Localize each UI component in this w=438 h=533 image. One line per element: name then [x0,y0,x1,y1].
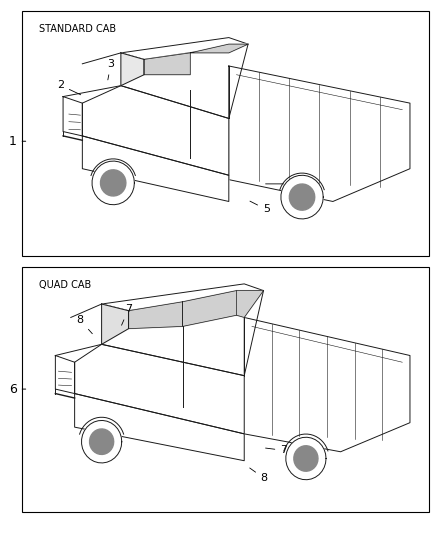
Polygon shape [102,304,129,344]
Bar [22,266,429,512]
Bar [22,11,429,256]
Polygon shape [281,175,323,219]
Text: 6: 6 [9,383,26,395]
Text: 1: 1 [9,135,26,148]
Polygon shape [82,136,229,201]
Polygon shape [121,37,248,59]
Polygon shape [81,421,122,463]
Text: 2: 2 [57,80,81,95]
Polygon shape [294,446,318,471]
Polygon shape [121,53,144,86]
Polygon shape [286,437,326,480]
Polygon shape [237,290,264,318]
Text: 4: 4 [265,179,296,189]
Polygon shape [129,302,183,329]
Text: 5: 5 [250,201,270,214]
Polygon shape [290,184,315,210]
Text: 8: 8 [77,315,92,334]
Polygon shape [101,170,126,196]
Polygon shape [144,53,190,75]
Polygon shape [92,161,134,205]
Text: 3: 3 [107,59,114,80]
Polygon shape [90,429,114,455]
Polygon shape [63,96,82,136]
Text: STANDARD CAB: STANDARD CAB [39,24,117,34]
Polygon shape [55,304,129,356]
Polygon shape [74,344,244,434]
Text: 8: 8 [250,468,268,483]
Text: 7: 7 [122,304,132,325]
Polygon shape [82,86,229,175]
Polygon shape [74,393,244,461]
Polygon shape [102,284,264,311]
Polygon shape [190,44,248,53]
Text: 7: 7 [265,446,287,455]
Polygon shape [63,53,144,96]
Polygon shape [55,356,74,393]
Text: QUAD CAB: QUAD CAB [39,280,92,290]
Polygon shape [183,290,237,326]
